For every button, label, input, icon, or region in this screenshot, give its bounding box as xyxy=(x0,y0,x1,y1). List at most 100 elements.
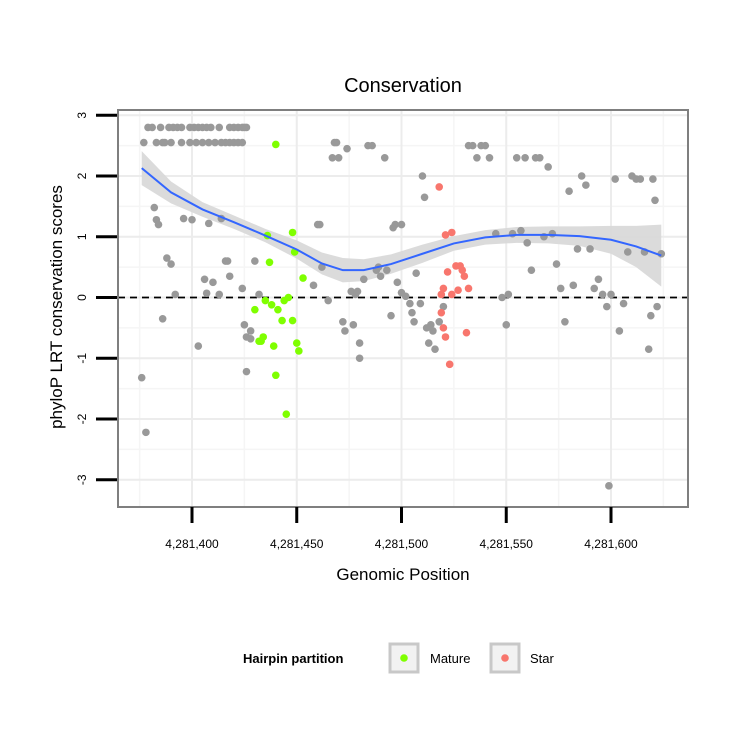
point-other xyxy=(397,220,406,229)
y-tick-label: 0 xyxy=(75,294,89,301)
point-other xyxy=(573,245,582,253)
point-star xyxy=(447,228,456,237)
point-star xyxy=(458,266,467,274)
point-other xyxy=(309,281,318,290)
point-other xyxy=(188,215,196,224)
point-star xyxy=(441,333,450,341)
point-other xyxy=(359,275,368,284)
point-other xyxy=(343,144,351,153)
point-other xyxy=(473,153,481,162)
point-other xyxy=(328,153,337,162)
point-mature xyxy=(272,371,280,380)
point-other xyxy=(223,257,232,265)
point-other xyxy=(590,284,599,293)
point-other xyxy=(521,153,529,162)
smooth-line xyxy=(141,167,662,272)
point-other xyxy=(431,345,439,353)
point-other xyxy=(586,245,594,253)
point-mature xyxy=(272,140,280,149)
point-other xyxy=(318,263,326,271)
point-other xyxy=(636,175,645,183)
point-mature xyxy=(267,300,276,309)
point-other xyxy=(255,290,263,299)
y-tick-label: 1 xyxy=(75,233,89,240)
point-other xyxy=(429,327,437,335)
point-other xyxy=(194,342,203,350)
point-other xyxy=(561,318,569,326)
point-other xyxy=(644,345,653,353)
point-mature xyxy=(292,339,301,347)
point-other xyxy=(315,220,324,229)
point-other xyxy=(651,196,659,205)
point-other xyxy=(498,293,506,302)
point-other xyxy=(615,327,624,335)
point-other xyxy=(504,290,513,299)
point-other xyxy=(544,163,552,171)
point-star xyxy=(445,360,454,369)
point-star xyxy=(439,324,448,332)
point-other xyxy=(376,272,385,281)
point-star xyxy=(437,290,446,299)
point-other xyxy=(439,302,448,311)
legend: Hairpin partition Mature Star xyxy=(243,642,555,674)
point-other xyxy=(192,138,200,147)
point-other xyxy=(167,138,175,147)
point-other xyxy=(341,327,349,335)
point-star xyxy=(443,268,452,276)
point-other xyxy=(140,138,148,147)
point-star xyxy=(439,284,448,293)
point-other xyxy=(420,193,429,202)
point-other xyxy=(527,266,536,274)
point-other xyxy=(647,311,655,320)
point-other xyxy=(556,284,565,293)
point-other xyxy=(207,123,215,132)
point-other xyxy=(427,321,435,329)
point-other xyxy=(238,284,247,293)
y-tick-label: -2 xyxy=(75,413,89,424)
point-other xyxy=(324,296,332,305)
x-tick-label: 4,281,400 xyxy=(165,537,219,551)
point-other xyxy=(204,219,213,228)
smooth-line-layer xyxy=(141,167,662,272)
point-other xyxy=(339,318,347,326)
point-other xyxy=(349,321,358,329)
point-other xyxy=(355,339,364,347)
point-star xyxy=(464,284,473,293)
point-other xyxy=(424,339,433,347)
legend-label-star: Star xyxy=(530,651,555,666)
point-other xyxy=(177,138,186,147)
point-other xyxy=(406,299,414,308)
point-mature xyxy=(269,342,278,350)
point-other xyxy=(619,299,628,308)
point-other xyxy=(485,153,494,162)
legend-label-mature: Mature xyxy=(430,651,470,666)
point-other xyxy=(156,123,165,132)
y-tick-label: -3 xyxy=(75,474,89,485)
point-other xyxy=(577,172,586,180)
point-other xyxy=(198,138,207,147)
point-star xyxy=(447,290,456,299)
point-other xyxy=(607,290,615,299)
point-other xyxy=(418,172,427,180)
point-star xyxy=(454,286,462,295)
point-star xyxy=(435,183,444,191)
x-tick-label: 4,281,450 xyxy=(270,537,324,551)
point-other xyxy=(137,373,146,382)
point-other xyxy=(598,290,607,299)
point-other xyxy=(202,289,211,298)
data-points xyxy=(137,123,666,490)
point-mature xyxy=(282,410,291,418)
point-mature xyxy=(278,316,286,325)
point-other xyxy=(163,254,171,262)
point-other xyxy=(582,181,590,189)
point-other xyxy=(179,214,188,223)
point-other xyxy=(649,175,657,183)
point-mature xyxy=(259,333,268,341)
point-other xyxy=(215,123,224,132)
point-other xyxy=(481,141,490,150)
point-other xyxy=(142,428,150,437)
plot-panel-border xyxy=(117,109,689,508)
point-other xyxy=(152,138,161,147)
point-mature xyxy=(274,305,282,314)
point-mature xyxy=(251,305,259,314)
